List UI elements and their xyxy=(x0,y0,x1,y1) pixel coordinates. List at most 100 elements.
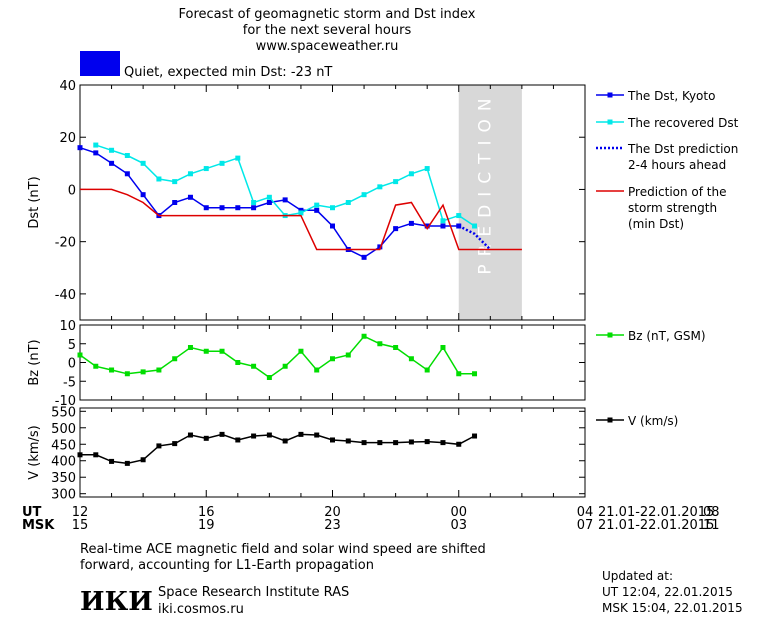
legend-label: V (km/s) xyxy=(628,414,678,428)
data-point xyxy=(156,176,162,182)
institute-site[interactable]: iki.cosmos.ru xyxy=(158,602,244,617)
legend-label: 2-4 hours ahead xyxy=(628,158,726,172)
y-tick-label: 40 xyxy=(59,79,76,94)
data-point xyxy=(124,171,130,177)
data-point xyxy=(424,367,430,373)
ut-tick-label: 20 xyxy=(324,505,341,520)
legend-label: The Dst, Kyoto xyxy=(627,89,715,103)
data-point xyxy=(251,433,257,439)
data-point xyxy=(314,207,320,213)
data-point xyxy=(298,210,304,216)
data-point xyxy=(156,443,162,449)
data-point xyxy=(109,458,115,464)
data-point xyxy=(298,207,304,213)
data-point xyxy=(156,367,162,373)
data-point xyxy=(361,440,367,446)
data-point xyxy=(424,223,430,229)
ut-tick-label: 12 xyxy=(72,505,89,520)
data-point xyxy=(251,205,257,211)
updated-ut: UT 12:04, 22.01.2015 xyxy=(602,585,733,599)
ut-tick-label: 08 xyxy=(703,505,720,520)
data-point xyxy=(77,452,83,458)
msk-tick-label: 19 xyxy=(198,518,215,533)
updated-label: Updated at: xyxy=(602,569,673,583)
y-tick-label: 550 xyxy=(51,405,76,420)
data-point xyxy=(424,439,430,445)
data-point xyxy=(219,205,225,211)
data-point xyxy=(219,160,225,166)
data-point xyxy=(377,184,383,190)
data-point xyxy=(172,356,178,362)
data-point xyxy=(345,200,351,205)
note-line-2: forward, accounting for L1-Earth propaga… xyxy=(80,558,374,573)
data-point xyxy=(266,432,272,438)
legend-label: Prediction of the xyxy=(628,185,727,199)
institute-name: Space Research Institute RAS xyxy=(158,585,349,600)
msk-tick-label: 07 xyxy=(577,518,594,533)
data-point xyxy=(408,171,414,177)
panel-2: 10 5 0 -5 -10 Bz (nT) Bz (nT, GSM) xyxy=(27,319,706,409)
data-point xyxy=(440,345,446,350)
legend-label: (min Dst) xyxy=(628,217,684,231)
data-point xyxy=(298,348,304,354)
iki-logo: ИКИ xyxy=(80,587,153,617)
msk-label: MSK xyxy=(22,518,55,533)
data-point xyxy=(440,440,446,446)
updated-msk: MSK 15:04, 22.01.2015 xyxy=(602,601,743,615)
data-point xyxy=(124,460,130,466)
y-tick-label: 5 xyxy=(68,338,76,353)
data-point xyxy=(140,192,146,198)
data-point xyxy=(140,457,146,463)
data-point xyxy=(298,431,304,437)
series-line-4 xyxy=(80,188,522,251)
data-point xyxy=(377,440,383,446)
data-point xyxy=(330,205,335,211)
data-point xyxy=(93,150,99,156)
data-point xyxy=(124,153,130,158)
data-point xyxy=(408,220,414,226)
series-line-1 xyxy=(80,433,475,465)
legend-entry-4: Prediction of the storm strength (min Dst) xyxy=(596,185,727,231)
data-point xyxy=(472,433,478,439)
data-point xyxy=(408,356,414,362)
data-point xyxy=(251,363,257,369)
data-point xyxy=(282,438,288,444)
y-axis-label: V (km/s) xyxy=(27,425,42,480)
data-point xyxy=(472,371,478,377)
data-point xyxy=(393,179,399,185)
data-point xyxy=(187,194,193,200)
data-point xyxy=(251,200,257,205)
data-point xyxy=(172,200,178,205)
data-point xyxy=(361,192,367,198)
data-point xyxy=(456,441,462,447)
msk-tick-label: 11 xyxy=(703,518,720,533)
data-point xyxy=(361,333,367,339)
ut-tick-label: 16 xyxy=(198,505,215,520)
legend-entry-1: V (km/s) xyxy=(596,414,678,428)
panel-1: PREDICTION 40 20 0 -20 -40 Dst (nT) The Dst, Ky… xyxy=(27,79,739,321)
data-point xyxy=(77,145,83,151)
data-point xyxy=(456,223,462,229)
data-point xyxy=(472,223,478,229)
y-tick-label: 350 xyxy=(51,471,76,486)
data-point xyxy=(187,171,193,177)
data-point xyxy=(282,197,288,203)
y-tick-label: -40 xyxy=(55,288,76,303)
y-tick-label: 10 xyxy=(59,319,76,334)
legend-entry-1: Bz (nT, GSM) xyxy=(596,329,706,343)
data-point xyxy=(93,363,99,369)
data-point xyxy=(377,244,383,250)
data-point xyxy=(377,341,383,347)
data-point xyxy=(393,345,399,350)
legend-entry-2: The recovered Dst xyxy=(596,116,739,130)
data-point xyxy=(109,147,115,153)
data-point xyxy=(456,213,462,219)
data-point xyxy=(203,348,209,354)
ut-tick-label: 04 xyxy=(577,505,594,520)
data-point xyxy=(235,360,241,365)
y-tick-label: 400 xyxy=(51,455,76,470)
series-line-3 xyxy=(458,224,492,251)
